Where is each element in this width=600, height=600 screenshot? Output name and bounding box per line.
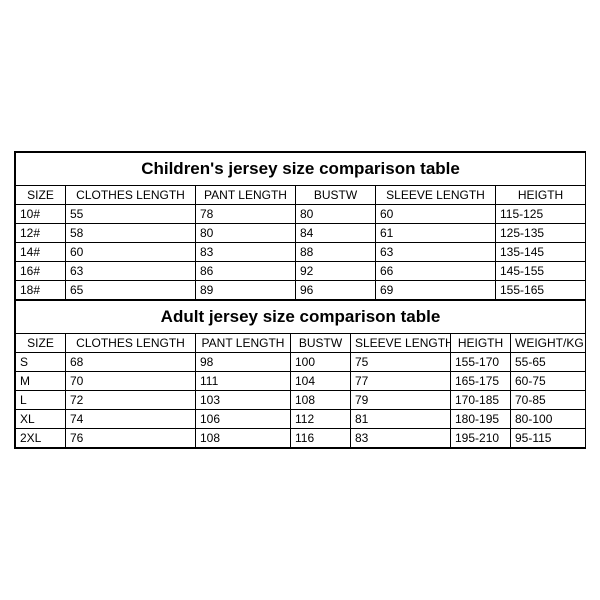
table-row: 12# 58 80 84 61 125-135 — [16, 224, 586, 243]
cell: 63 — [376, 243, 496, 262]
adult-size-table: Adult jersey size comparison table SIZE … — [15, 300, 586, 448]
col-pant-length: PANT LENGTH — [196, 334, 291, 353]
table-row: 18# 65 89 96 69 155-165 — [16, 281, 586, 300]
cell: 65 — [66, 281, 196, 300]
cell: 96 — [296, 281, 376, 300]
cell: 66 — [376, 262, 496, 281]
cell: 165-175 — [451, 372, 511, 391]
cell: 68 — [66, 353, 196, 372]
cell: S — [16, 353, 66, 372]
cell: 111 — [196, 372, 291, 391]
cell: 88 — [296, 243, 376, 262]
table-row: 14# 60 83 88 63 135-145 — [16, 243, 586, 262]
cell: 155-165 — [496, 281, 586, 300]
col-heigth: HEIGTH — [451, 334, 511, 353]
cell: 108 — [291, 391, 351, 410]
cell: 77 — [351, 372, 451, 391]
cell: 86 — [196, 262, 296, 281]
cell: 70-85 — [511, 391, 586, 410]
table-row: 10# 55 78 80 60 115-125 — [16, 205, 586, 224]
cell: 60 — [376, 205, 496, 224]
cell: 98 — [196, 353, 291, 372]
cell: 104 — [291, 372, 351, 391]
cell: 70 — [66, 372, 196, 391]
col-clothes-length: CLOTHES LENGTH — [66, 334, 196, 353]
cell: 83 — [196, 243, 296, 262]
children-table-title: Children's jersey size comparison table — [16, 153, 586, 186]
cell: 103 — [196, 391, 291, 410]
cell: 145-155 — [496, 262, 586, 281]
cell: 61 — [376, 224, 496, 243]
col-bustw: BUSTW — [291, 334, 351, 353]
cell: 16# — [16, 262, 66, 281]
col-pant-length: PANT LENGTH — [196, 186, 296, 205]
cell: 125-135 — [496, 224, 586, 243]
cell: 80-100 — [511, 410, 586, 429]
table-row: S 68 98 100 75 155-170 55-65 — [16, 353, 586, 372]
cell: 89 — [196, 281, 296, 300]
cell: 55 — [66, 205, 196, 224]
cell: 75 — [351, 353, 451, 372]
cell: 106 — [196, 410, 291, 429]
col-heigth: HEIGTH — [496, 186, 586, 205]
cell: XL — [16, 410, 66, 429]
cell: 92 — [296, 262, 376, 281]
cell: 155-170 — [451, 353, 511, 372]
col-sleeve-length: SLEEVE LENGTH — [351, 334, 451, 353]
children-size-table: Children's jersey size comparison table … — [15, 152, 586, 300]
children-table-title-row: Children's jersey size comparison table — [16, 153, 586, 186]
cell: 58 — [66, 224, 196, 243]
table-row: 16# 63 86 92 66 145-155 — [16, 262, 586, 281]
children-table-header-row: SIZE CLOTHES LENGTH PANT LENGTH BUSTW SL… — [16, 186, 586, 205]
cell: 14# — [16, 243, 66, 262]
adult-table-header-row: SIZE CLOTHES LENGTH PANT LENGTH BUSTW SL… — [16, 334, 586, 353]
cell: 12# — [16, 224, 66, 243]
cell: 80 — [196, 224, 296, 243]
cell: M — [16, 372, 66, 391]
col-size: SIZE — [16, 186, 66, 205]
col-sleeve-length: SLEEVE LENGTH — [376, 186, 496, 205]
cell: 81 — [351, 410, 451, 429]
cell: 195-210 — [451, 429, 511, 448]
cell: 100 — [291, 353, 351, 372]
col-size: SIZE — [16, 334, 66, 353]
cell: L — [16, 391, 66, 410]
cell: 10# — [16, 205, 66, 224]
cell: 115-125 — [496, 205, 586, 224]
table-row: XL 74 106 112 81 180-195 80-100 — [16, 410, 586, 429]
cell: 60 — [66, 243, 196, 262]
cell: 108 — [196, 429, 291, 448]
table-row: M 70 111 104 77 165-175 60-75 — [16, 372, 586, 391]
cell: 83 — [351, 429, 451, 448]
cell: 79 — [351, 391, 451, 410]
cell: 170-185 — [451, 391, 511, 410]
cell: 69 — [376, 281, 496, 300]
cell: 18# — [16, 281, 66, 300]
col-weight: WEIGHT/KG — [511, 334, 586, 353]
col-bustw: BUSTW — [296, 186, 376, 205]
cell: 84 — [296, 224, 376, 243]
cell: 80 — [296, 205, 376, 224]
cell: 76 — [66, 429, 196, 448]
cell: 135-145 — [496, 243, 586, 262]
cell: 55-65 — [511, 353, 586, 372]
cell: 95-115 — [511, 429, 586, 448]
cell: 74 — [66, 410, 196, 429]
table-row: 2XL 76 108 116 83 195-210 95-115 — [16, 429, 586, 448]
cell: 180-195 — [451, 410, 511, 429]
cell: 63 — [66, 262, 196, 281]
cell: 116 — [291, 429, 351, 448]
cell: 112 — [291, 410, 351, 429]
adult-table-title: Adult jersey size comparison table — [16, 301, 586, 334]
adult-table-title-row: Adult jersey size comparison table — [16, 301, 586, 334]
cell: 72 — [66, 391, 196, 410]
cell: 2XL — [16, 429, 66, 448]
cell: 78 — [196, 205, 296, 224]
col-clothes-length: CLOTHES LENGTH — [66, 186, 196, 205]
tables-wrapper: Children's jersey size comparison table … — [14, 151, 586, 449]
cell: 60-75 — [511, 372, 586, 391]
table-row: L 72 103 108 79 170-185 70-85 — [16, 391, 586, 410]
